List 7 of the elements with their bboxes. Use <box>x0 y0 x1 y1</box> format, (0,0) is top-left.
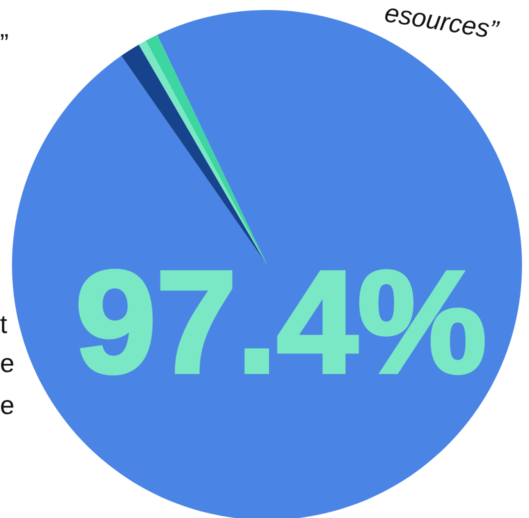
text: e <box>0 348 14 378</box>
text: e <box>0 390 14 420</box>
data-label: 97.4% <box>75 241 487 403</box>
text: esources” <box>382 0 502 46</box>
pie-slice <box>12 10 522 518</box>
text: ” <box>0 28 9 58</box>
text: t <box>0 309 8 339</box>
